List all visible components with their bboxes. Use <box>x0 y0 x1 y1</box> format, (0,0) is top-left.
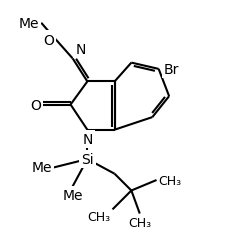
Text: N: N <box>82 132 92 146</box>
Text: N: N <box>75 43 86 57</box>
Text: O: O <box>43 34 54 47</box>
Text: CH₃: CH₃ <box>88 211 111 224</box>
Text: O: O <box>30 98 41 112</box>
Text: Me: Me <box>18 17 39 31</box>
Text: CH₃: CH₃ <box>128 216 151 229</box>
Text: Me: Me <box>62 189 83 203</box>
Text: CH₃: CH₃ <box>158 174 181 187</box>
Text: Me: Me <box>19 17 39 31</box>
Text: Me: Me <box>31 161 52 175</box>
Text: Si: Si <box>81 152 94 166</box>
Text: Br: Br <box>164 63 179 77</box>
